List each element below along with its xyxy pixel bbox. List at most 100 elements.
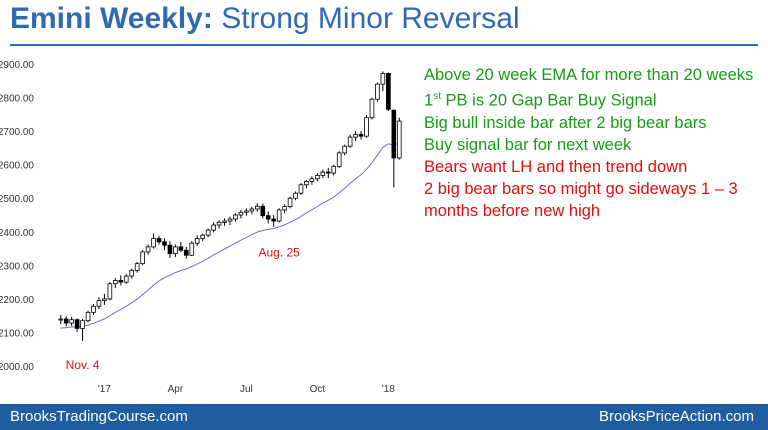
note-line-2-rest: PB is 20 Gap Bar Buy Signal xyxy=(440,91,657,110)
note-line-6: 2 big bear bars so might go sideways 1 –… xyxy=(424,179,738,198)
candle-body xyxy=(113,280,118,285)
candle-body xyxy=(58,318,64,321)
candle-body xyxy=(222,220,227,223)
y-tick-label: 2100.00 xyxy=(0,328,34,339)
candle-body xyxy=(315,175,320,180)
candle-body xyxy=(336,152,342,167)
candle-body xyxy=(102,298,107,301)
candle-body xyxy=(227,218,233,222)
candle-body xyxy=(156,238,162,243)
title-underline xyxy=(10,44,758,46)
candle-body xyxy=(173,246,178,254)
candle-body xyxy=(309,178,315,182)
footer-right-link[interactable]: BrooksPriceAction.com xyxy=(598,408,754,425)
x-tick-label: Apr xyxy=(168,384,184,395)
candle-body xyxy=(216,221,222,226)
note-line-1: Above 20 week EMA for more than 20 weeks xyxy=(424,66,754,84)
footer-left-link[interactable]: BrooksTradingCourse.com xyxy=(10,408,188,425)
candle-body xyxy=(276,209,282,222)
y-tick-label: 2600.00 xyxy=(0,161,34,172)
candle-body xyxy=(145,246,151,253)
candle-body xyxy=(375,83,380,100)
candle-body xyxy=(85,311,91,322)
candle-body xyxy=(118,280,124,283)
candle-body xyxy=(369,98,375,119)
candle-body xyxy=(184,249,189,256)
candle-body xyxy=(167,244,173,254)
candle-body xyxy=(134,263,140,271)
title-rest: Strong Minor Reversal xyxy=(212,2,520,35)
candle-body xyxy=(189,242,195,256)
candle-body xyxy=(211,224,216,231)
price-chart: 2000.00 2100.00 2200.00 2300.00 2400.00 2500.… xyxy=(0,60,402,395)
candle-body xyxy=(249,208,255,212)
chart-annotation: Nov. 4 xyxy=(66,358,100,372)
candle-body xyxy=(63,318,69,324)
note-line-7: months before new high xyxy=(424,201,601,220)
candle-body xyxy=(107,283,113,300)
candle-body xyxy=(325,171,331,174)
candle-body xyxy=(194,238,200,244)
candle-body xyxy=(320,171,326,176)
candle-body xyxy=(364,117,369,137)
candle-body xyxy=(304,181,309,186)
candle-body xyxy=(140,251,145,265)
chart-annotation: Aug. 25 xyxy=(258,245,300,259)
y-tick-label: 2400.00 xyxy=(0,228,34,239)
candle-body xyxy=(265,215,271,220)
y-tick-label: 2500.00 xyxy=(0,194,34,205)
candle-body xyxy=(80,320,85,329)
candle-body xyxy=(331,165,337,174)
candle-body xyxy=(96,300,102,307)
candle-body xyxy=(358,134,364,137)
x-tick-label: '18 xyxy=(382,384,395,395)
candle-body xyxy=(244,210,249,213)
candle-body xyxy=(238,211,244,216)
annotation-notes: Above 20 week EMA for more than 20 weeks… xyxy=(424,64,753,222)
note-1st-superscript: st xyxy=(433,91,441,102)
candle-body xyxy=(74,319,80,329)
title-bold: Emini Weekly: xyxy=(10,2,213,35)
candle-body xyxy=(271,218,276,222)
candle-body xyxy=(391,109,397,159)
candle-body xyxy=(69,319,74,324)
page-title: Emini Weekly: Strong Minor Reversal xyxy=(10,2,520,36)
candle-body xyxy=(293,192,298,199)
candle-body xyxy=(386,72,391,110)
y-tick-label: 2700.00 xyxy=(0,127,34,138)
y-tick-label: 2900.00 xyxy=(0,60,34,71)
candle-body xyxy=(254,205,260,210)
candle-body xyxy=(151,238,156,248)
candle-body xyxy=(353,134,358,138)
note-line-4: Buy signal bar for next week xyxy=(424,135,632,154)
note-line-5: Bears want LH and then trend down xyxy=(424,157,688,176)
y-tick-label: 2200.00 xyxy=(0,295,34,306)
x-tick-label: '17 xyxy=(98,384,111,395)
candle-body xyxy=(260,205,266,217)
candle-body xyxy=(380,72,386,85)
y-tick-label: 2000.00 xyxy=(0,362,34,373)
candle-body xyxy=(200,234,206,239)
candle-body xyxy=(287,197,293,208)
y-tick-label: 2300.00 xyxy=(0,261,34,272)
candle-body xyxy=(282,206,287,211)
candle-body xyxy=(233,214,238,220)
candle-body xyxy=(178,246,184,251)
candle-body xyxy=(347,136,353,147)
note-1st-prefix: 1 xyxy=(424,91,434,110)
x-tick-label: Jul xyxy=(240,384,253,395)
candle-body xyxy=(123,275,129,283)
note-line-2: 1st PB is 20 Gap Bar Buy Signal xyxy=(424,86,753,112)
candle-body xyxy=(205,229,211,236)
candle-body xyxy=(298,184,304,194)
x-tick-label: Oct xyxy=(310,384,326,395)
y-tick-label: 2800.00 xyxy=(0,94,34,105)
candle-body xyxy=(91,305,96,313)
candle-body xyxy=(162,241,167,246)
candle-body xyxy=(342,145,347,154)
candle-body xyxy=(396,120,402,159)
candle-body xyxy=(129,269,135,277)
ema-line xyxy=(60,142,400,329)
footer-bar: BrooksTradingCourse.com BrooksPriceActio… xyxy=(0,404,768,430)
note-line-3: Big bull inside bar after 2 big bear bar… xyxy=(424,113,707,132)
